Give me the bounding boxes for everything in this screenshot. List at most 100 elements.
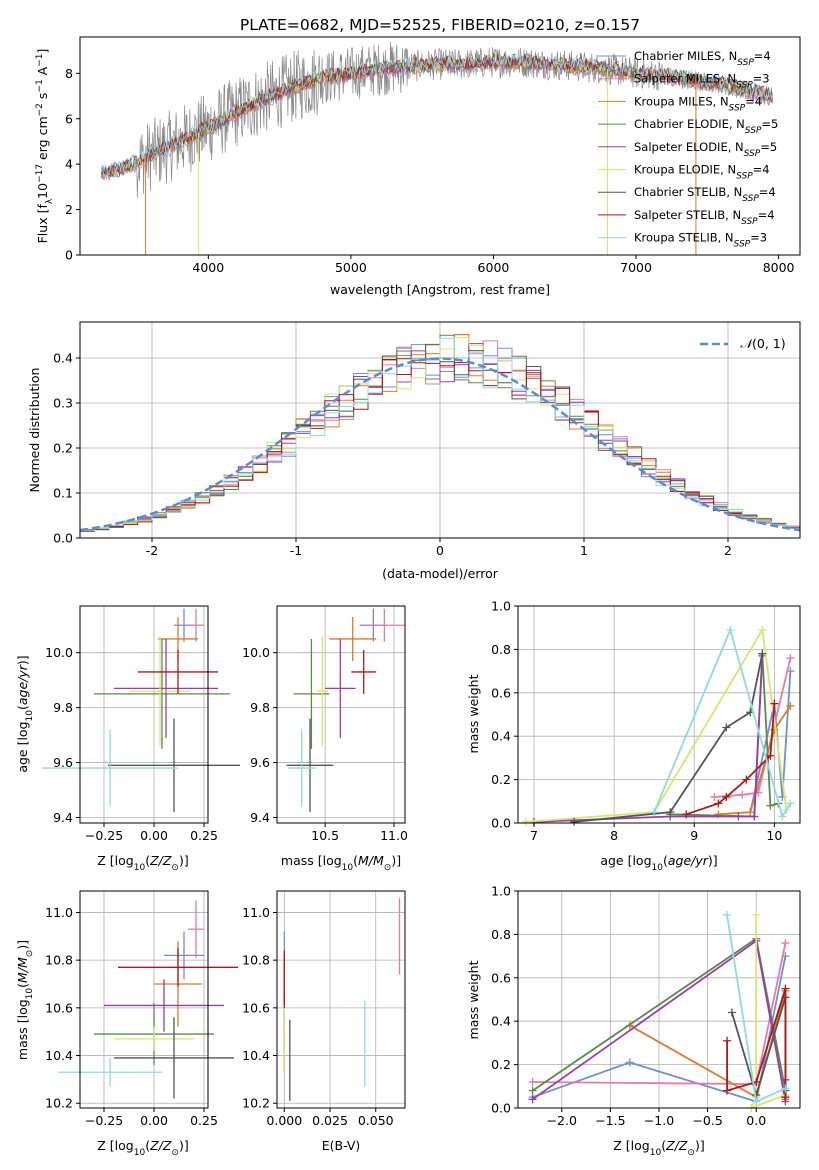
y-tick-label: 9.6 — [53, 755, 73, 770]
weight-marker — [781, 984, 790, 993]
legend-entry: Kroupa MILES, NSSP=4 — [634, 94, 762, 113]
weight-marker — [528, 1077, 537, 1086]
normal-curve — [79, 357, 801, 532]
age-z-x-axis-label: Z [log10(Z/Z⊙)] — [97, 853, 188, 873]
residual-legend-label: 𝒩(0, 1) — [740, 336, 786, 351]
weight-marker — [723, 1036, 732, 1045]
y-tick-label: 0.0 — [53, 531, 73, 546]
weight-marker — [766, 801, 775, 810]
axes-frame — [79, 36, 801, 256]
x-tick-label: 0.25 — [190, 828, 218, 843]
y-tick-label: 0 — [65, 248, 73, 263]
weight-marker — [570, 817, 579, 826]
weight-age-y-axis-label: mass weight — [466, 674, 481, 753]
y-tick-label: 10.0 — [45, 645, 73, 660]
weight-series-line — [525, 627, 788, 823]
weight-marker — [650, 808, 659, 817]
weight-marker — [528, 1086, 537, 1095]
weight-marker — [625, 1058, 634, 1067]
y-tick-label: 0.0 — [491, 816, 511, 831]
weight-marker — [781, 939, 790, 948]
weight-marker — [786, 799, 795, 808]
mass-z-y-axis-label: mass [log10(M/M⊙)] — [15, 940, 35, 1060]
x-tick-label: 0.0 — [746, 1113, 766, 1128]
x-tick-label: −1.5 — [595, 1113, 625, 1128]
y-tick-label: 1.0 — [491, 599, 511, 614]
weight-marker — [710, 792, 719, 801]
y-tick-label: 0.6 — [491, 970, 511, 985]
weight-marker — [734, 812, 743, 821]
y-tick-label: 1.0 — [491, 884, 511, 899]
weight-marker — [750, 812, 759, 821]
spectrum-model-line — [101, 57, 773, 181]
weight-marker — [722, 723, 731, 732]
weight-marker — [746, 808, 755, 817]
residual-y-axis-label: Normed distribution — [27, 368, 42, 493]
legend-entry: Salpeter STELIB, NSSP=4 — [634, 208, 775, 227]
legend-entry: Salpeter ELODIE, NSSP=5 — [634, 140, 777, 159]
axes-frame — [276, 890, 406, 1109]
y-tick-label: 0.6 — [491, 685, 511, 700]
y-tick-label: 11.0 — [242, 905, 270, 920]
weight-marker — [742, 775, 751, 784]
mass-z-x-axis-label: Z [log10(Z/Z⊙)] — [97, 1138, 188, 1158]
y-tick-label: 9.4 — [250, 810, 270, 825]
weight-marker — [758, 625, 767, 634]
weight-marker — [778, 812, 787, 821]
weight-marker — [522, 817, 531, 826]
x-tick-label: 5000 — [335, 260, 367, 275]
x-tick-label: −2.0 — [547, 1113, 577, 1128]
weight-marker — [766, 751, 775, 760]
weight-age-x-axis-label: age [log10(age/yr)] — [600, 853, 717, 873]
weight-series-line — [718, 705, 792, 816]
weight-marker — [786, 654, 795, 663]
legend-entry: Chabrier MILES, NSSP=4 — [634, 49, 771, 68]
x-tick-label: 6000 — [478, 260, 510, 275]
legend-entry: Chabrier ELODIE, NSSP=5 — [634, 117, 778, 136]
x-tick-label: 8000 — [763, 260, 795, 275]
y-tick-label: 0.4 — [53, 351, 73, 366]
x-tick-label: −0.5 — [692, 1113, 722, 1128]
y-tick-label: 0.8 — [491, 927, 511, 942]
age-z-y-axis-label: age [log10(age/yr)] — [15, 655, 35, 772]
spectrum-y-axis-label: Flux [fλ10−17 erg cm−2 s−1 A−1] — [35, 49, 55, 244]
y-tick-label: 9.8 — [53, 700, 73, 715]
spectrum-model-line — [101, 52, 773, 176]
y-tick-label: 0.8 — [491, 642, 511, 657]
weight-marker — [752, 1097, 761, 1106]
weight-marker — [727, 1008, 736, 1017]
x-tick-label: 2 — [724, 543, 732, 558]
x-tick-label: -1 — [290, 543, 302, 558]
weight-marker — [738, 790, 747, 799]
y-tick-label: 10.4 — [45, 1048, 73, 1063]
y-tick-label: 10.8 — [242, 953, 270, 968]
y-tick-label: 0.2 — [491, 1057, 511, 1072]
weight-series-line — [749, 914, 786, 1110]
y-tick-label: 10.6 — [242, 1000, 270, 1015]
age-mass-x-axis-label: mass [log10(M/M⊙)] — [281, 853, 401, 873]
weight-marker — [723, 1086, 732, 1095]
y-tick-label: 0.4 — [491, 729, 511, 744]
x-tick-label: −0.25 — [85, 828, 123, 843]
weight-marker — [722, 792, 731, 801]
x-tick-label: 1 — [580, 543, 588, 558]
y-tick-label: 4 — [65, 157, 73, 172]
y-tick-label: 9.6 — [250, 755, 270, 770]
y-tick-label: 10.4 — [242, 1048, 270, 1063]
weight-marker — [723, 910, 732, 919]
weight-z-x-axis-label: Z [log10(Z/Z⊙)] — [613, 1138, 704, 1158]
legend-entry: Chabrier STELIB, NSSP=4 — [634, 185, 776, 204]
weight-marker — [781, 1084, 790, 1093]
x-tick-label: 4000 — [192, 260, 224, 275]
y-tick-label: 10.8 — [45, 953, 73, 968]
legend-entry: Kroupa ELODIE, NSSP=4 — [634, 163, 770, 182]
x-tick-label: 10.5 — [311, 828, 339, 843]
y-tick-label: 0.3 — [53, 396, 73, 411]
legend-entry: Kroupa STELIB, NSSP=3 — [634, 231, 767, 250]
y-tick-label: 10.2 — [45, 1096, 73, 1111]
weight-series-line — [653, 627, 792, 819]
spectrum-title: PLATE=0682, MJD=52525, FIBERID=0210, z=0… — [240, 16, 640, 34]
residual-histogram — [80, 359, 800, 532]
y-tick-label: 10.2 — [242, 1096, 270, 1111]
